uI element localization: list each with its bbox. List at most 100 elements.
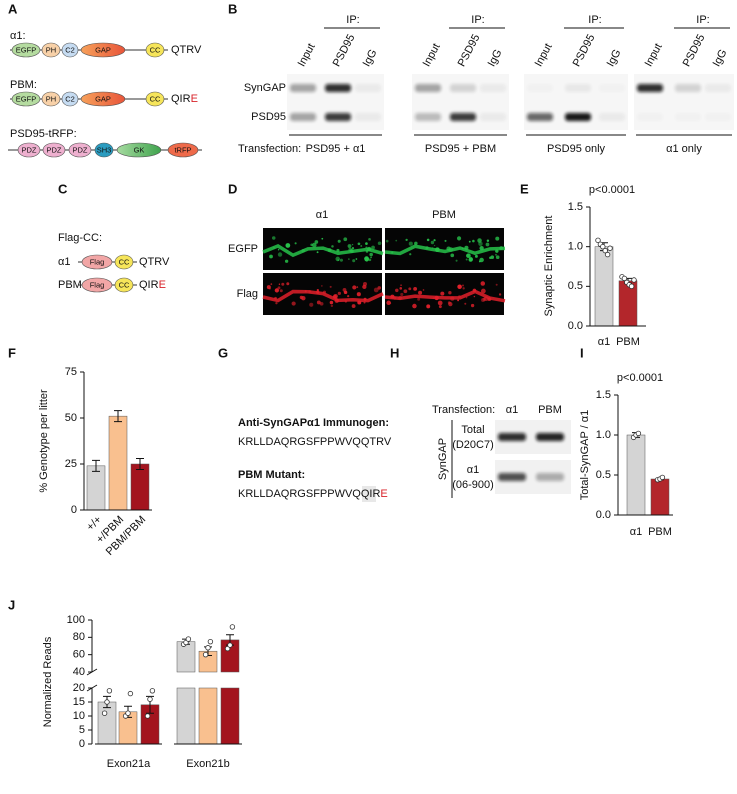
- spine: [434, 295, 439, 301]
- spine: [405, 238, 408, 242]
- domain: [167, 142, 199, 158]
- construct-label: α1: [58, 256, 70, 268]
- y-axis-label: Total-SynGAP / α1: [579, 410, 591, 501]
- domain: [17, 142, 41, 158]
- row-group: SynGAP: [437, 438, 449, 480]
- blot: [287, 74, 384, 130]
- spine: [329, 285, 332, 288]
- panel-label: F: [8, 345, 16, 360]
- domain: [41, 42, 61, 58]
- bar: [626, 434, 646, 516]
- data-point: [595, 237, 601, 244]
- spine: [301, 296, 306, 301]
- data-point: [229, 624, 236, 630]
- spine: [316, 290, 320, 294]
- spine: [433, 244, 436, 247]
- bar: [198, 687, 218, 745]
- y-tick-label: 1.0: [596, 429, 611, 441]
- y-tick-label: 0.5: [596, 469, 611, 481]
- tail: QTRV: [171, 44, 202, 56]
- y-tick-label: 15: [73, 696, 85, 708]
- spine: [498, 293, 502, 296]
- spine: [462, 287, 465, 290]
- spine: [398, 295, 403, 300]
- data-point: [659, 474, 666, 481]
- panel-label: C: [58, 181, 68, 196]
- spine: [422, 289, 425, 291]
- spine: [418, 290, 423, 295]
- spine: [356, 292, 361, 297]
- spine: [462, 247, 464, 250]
- data-point: [604, 251, 611, 258]
- dendrite: [384, 244, 506, 256]
- immunogen-seq: KRLLDAQRGSFPPWVQQTRV: [238, 436, 392, 448]
- spine: [316, 251, 319, 254]
- construct: EGFP PH C2 GAP CC QTRV: [10, 42, 202, 58]
- dendrite: [262, 244, 384, 258]
- domain-label: GAP: [95, 45, 111, 54]
- row-name: α1: [467, 464, 479, 476]
- micrograph: [384, 228, 506, 270]
- row-label: SynGAP: [244, 82, 286, 94]
- band: [325, 113, 351, 121]
- spine: [481, 297, 486, 303]
- group-label: PSD95 only: [547, 143, 606, 155]
- lane-label: Input: [643, 42, 665, 69]
- panel-label: A: [8, 1, 18, 16]
- spine: [495, 255, 500, 260]
- spine: [334, 298, 339, 303]
- spine: [270, 283, 273, 285]
- spine: [308, 289, 312, 293]
- domain-label: PH: [46, 45, 56, 54]
- panel-label: B: [228, 1, 237, 16]
- tail-seq: QIR: [171, 93, 191, 105]
- domain: [68, 142, 92, 158]
- data-point: [621, 275, 628, 282]
- spine: [403, 289, 408, 294]
- spine: [336, 248, 340, 252]
- row-antibody: (D20C7): [452, 439, 494, 451]
- data-point: [602, 247, 608, 254]
- lane-label: PSD95: [456, 32, 483, 68]
- spine: [435, 247, 440, 253]
- spine: [351, 243, 354, 246]
- row-antibody: (06-900): [452, 479, 494, 491]
- band: [565, 84, 591, 92]
- row-label: Flag: [237, 288, 258, 300]
- domain: [41, 91, 61, 107]
- y-tick-label: 50: [65, 412, 77, 424]
- spine: [347, 295, 350, 298]
- lane-label: Input: [533, 42, 555, 69]
- x-tick-label: α1: [630, 526, 642, 538]
- construct-label: α1:: [10, 30, 26, 42]
- band: [498, 433, 526, 441]
- y-tick-label: 80: [73, 631, 85, 643]
- y-tick-label: 75: [65, 366, 77, 378]
- spine: [462, 284, 464, 287]
- domain: [80, 91, 126, 107]
- y-axis-label: % Genotype per litter: [38, 389, 50, 493]
- bar: [176, 641, 196, 673]
- spine: [444, 239, 447, 242]
- domain: [61, 91, 79, 107]
- domain-label: CC: [119, 280, 130, 289]
- blot-group: Input PSD95 IgG IP: α1 only: [634, 14, 734, 155]
- bar: [594, 246, 614, 327]
- band: [498, 473, 526, 481]
- domain: [61, 42, 79, 58]
- dendrite: [262, 289, 384, 303]
- error-bar: [136, 457, 144, 471]
- column-label: α1: [316, 209, 328, 221]
- y-tick-label: 20: [73, 682, 85, 694]
- spine: [294, 242, 297, 245]
- spine: [479, 246, 484, 251]
- data-point: [101, 710, 108, 716]
- spine: [365, 242, 368, 245]
- blot-group: Input PSD95 IgG IP: PSD95 + PBM: [412, 14, 509, 155]
- bar: [176, 687, 196, 745]
- dendrite: [384, 289, 506, 303]
- spine: [339, 258, 343, 262]
- domain-label: EGFP: [16, 45, 36, 54]
- tail-mutation: E: [159, 279, 166, 291]
- blot-group: Input PSD95 IgG IP: PSD95 only: [524, 14, 628, 155]
